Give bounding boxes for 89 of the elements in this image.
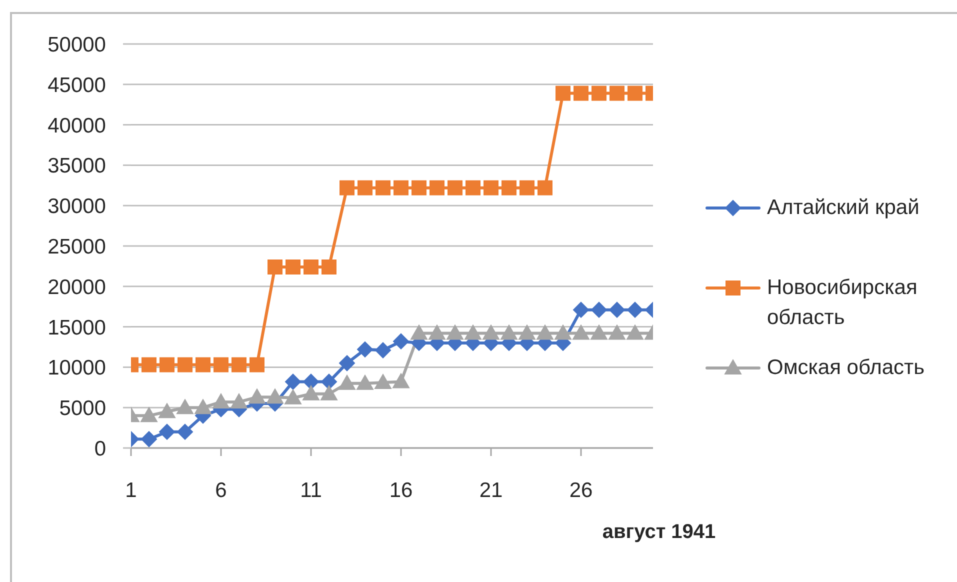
point xyxy=(502,180,516,196)
point xyxy=(428,324,446,340)
point xyxy=(358,180,372,196)
point xyxy=(520,180,534,196)
point xyxy=(609,302,625,318)
point xyxy=(538,180,552,196)
x-axis-title: август 1941 xyxy=(601,520,717,545)
point xyxy=(446,324,464,340)
point xyxy=(176,399,194,414)
point xyxy=(230,393,248,408)
point xyxy=(266,388,284,404)
point xyxy=(356,374,374,390)
point xyxy=(374,374,392,390)
point xyxy=(554,324,572,340)
point xyxy=(608,324,626,340)
point xyxy=(302,385,320,400)
point xyxy=(392,373,410,388)
y-tick-label: 50000 xyxy=(48,33,106,56)
point xyxy=(357,341,373,358)
x-tick-label: 26 xyxy=(569,478,593,502)
y-tick-label: 30000 xyxy=(48,195,106,218)
point xyxy=(572,324,590,340)
point xyxy=(214,357,228,372)
point xyxy=(610,86,624,101)
point xyxy=(250,357,264,372)
y-tick-label: 45000 xyxy=(48,74,106,97)
point xyxy=(141,431,157,448)
point xyxy=(627,302,643,318)
legend-label: Новосибирская область xyxy=(767,275,918,331)
point xyxy=(375,342,391,358)
point xyxy=(376,180,390,196)
point xyxy=(286,260,300,275)
y-tick-label: 20000 xyxy=(48,276,106,299)
point xyxy=(448,180,462,196)
point xyxy=(268,260,282,275)
point xyxy=(412,180,426,196)
y-tick-label: 10000 xyxy=(48,356,106,380)
point xyxy=(591,302,607,318)
legend-label: Омская область xyxy=(767,355,926,381)
point xyxy=(536,324,554,340)
point xyxy=(628,86,642,101)
point xyxy=(484,180,498,196)
x-tick-label: 6 xyxy=(215,478,227,502)
point xyxy=(592,86,606,101)
point xyxy=(196,357,210,372)
point xyxy=(158,403,176,418)
point xyxy=(626,324,644,340)
point xyxy=(232,357,246,372)
point xyxy=(142,357,156,372)
point xyxy=(338,374,356,390)
point xyxy=(340,180,354,196)
y-tick-label: 0 xyxy=(94,437,106,460)
x-tick-label: 16 xyxy=(389,478,413,502)
point xyxy=(177,424,193,440)
point xyxy=(248,388,266,404)
point xyxy=(178,357,192,372)
point xyxy=(574,86,588,101)
point xyxy=(410,324,428,340)
point xyxy=(430,180,444,196)
point xyxy=(590,324,608,340)
point xyxy=(285,374,301,390)
point xyxy=(466,180,480,196)
y-tick-label: 5000 xyxy=(59,397,106,420)
x-tick-label: 1 xyxy=(125,478,137,502)
y-tick-label: 25000 xyxy=(48,235,106,258)
point xyxy=(160,357,174,372)
y-tick-label: 15000 xyxy=(48,316,106,340)
point xyxy=(464,324,482,340)
y-tick-label: 40000 xyxy=(48,114,106,138)
y-tick-label: 35000 xyxy=(48,154,106,178)
point xyxy=(212,393,230,408)
point xyxy=(140,407,158,422)
point xyxy=(518,324,536,340)
point xyxy=(556,86,570,101)
point xyxy=(393,333,409,350)
point xyxy=(159,424,175,440)
point xyxy=(394,180,408,196)
point xyxy=(500,324,518,340)
x-tick-label: 11 xyxy=(300,478,322,502)
point xyxy=(320,385,338,400)
point xyxy=(482,324,500,340)
point xyxy=(284,389,302,404)
point xyxy=(194,399,212,414)
point xyxy=(573,302,589,318)
legend-label: Алтайский край xyxy=(767,195,920,221)
point xyxy=(322,260,336,275)
point xyxy=(339,355,355,372)
point xyxy=(304,260,318,275)
x-tick-label: 21 xyxy=(479,478,503,502)
